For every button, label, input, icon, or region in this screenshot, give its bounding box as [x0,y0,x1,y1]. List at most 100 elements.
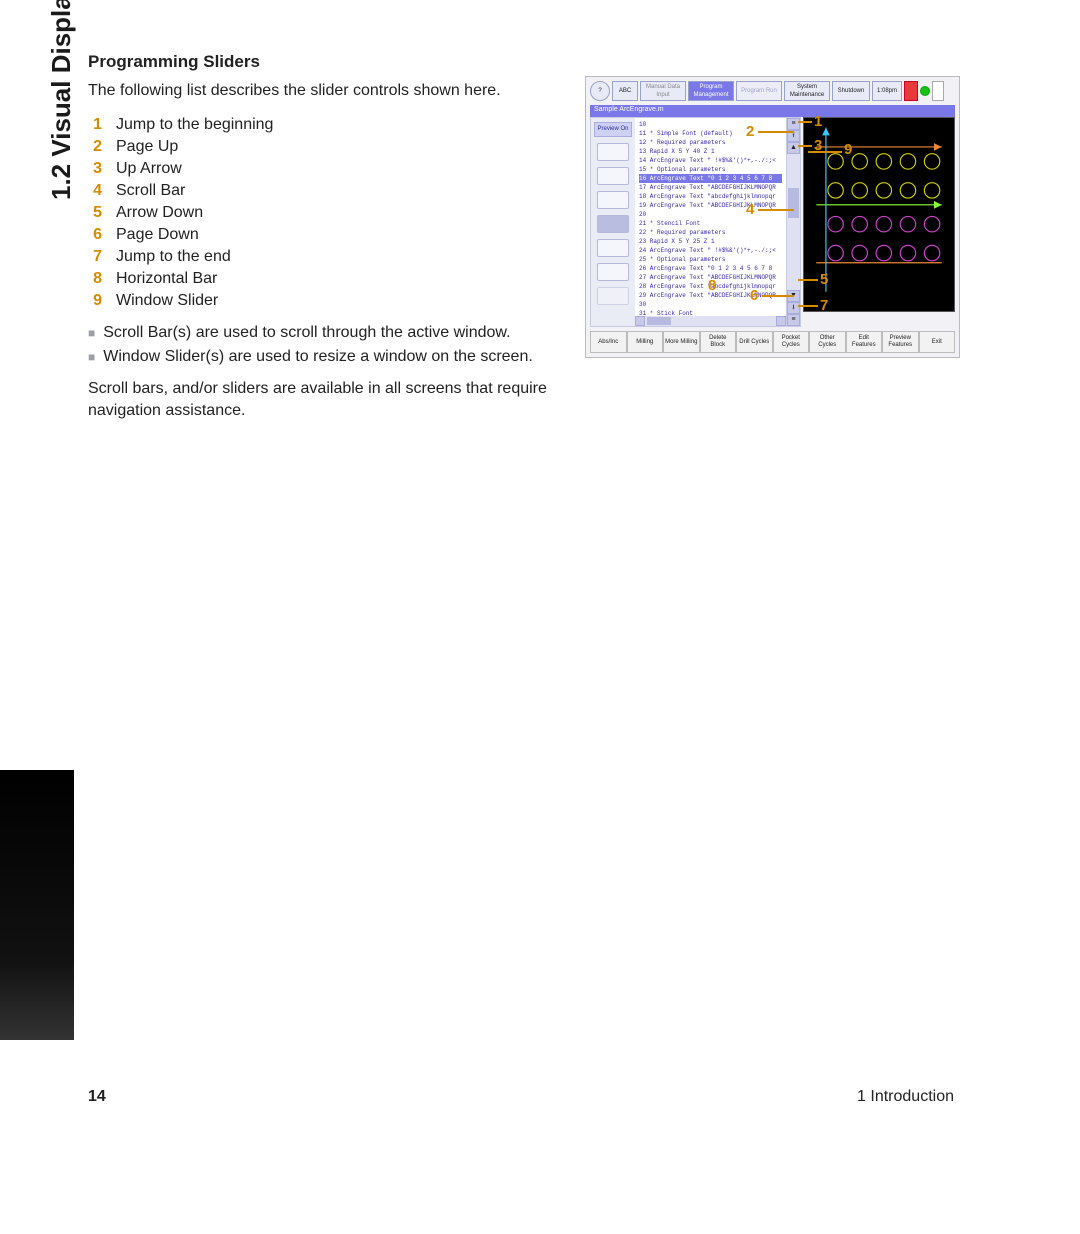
callout-7: 7 [820,297,828,314]
list-item: 9 Window Slider [88,290,568,312]
code-line: 13 Rapid X 5 Y 40 Z 1 [639,147,782,156]
code-line: 25 * Optional parameters [639,255,782,264]
bullet-text: Scroll Bar(s) are used to scroll through… [103,322,510,344]
tab-program-run[interactable]: Program Run [736,81,782,101]
callout-line [798,305,818,307]
code-line: 14 ArcEngrave Text " !#$%&'()*+,-./:;< [639,156,782,165]
vscroll-up-arrow[interactable]: ▲ [787,142,800,154]
softkey-abs-inc[interactable]: Abs/Inc [590,331,627,353]
callout-6: 6 [750,287,758,304]
list-number: 7 [88,246,102,268]
vscroll-jump-top[interactable]: ≡ [787,118,800,130]
code-line: 17 ArcEngrave Text "ABCDEFGHIJKLMNOPQR [639,183,782,192]
softkey-edit-features[interactable]: Edit Features [846,331,883,353]
callout-line [758,209,794,211]
list-number: 4 [88,180,102,202]
softkey-exit[interactable]: Exit [919,331,956,353]
chapter-label: 1 Introduction [857,1088,954,1106]
hscroll-left-button[interactable] [635,316,645,326]
vscroll-jump-bottom[interactable]: ≡ [787,314,800,326]
callout-5: 5 [820,271,828,288]
list-number: 1 [88,114,102,136]
closing-paragraph: Scroll bars, and/or sliders are availabl… [88,378,568,422]
square-bullet-icon: ■ [88,346,95,368]
status-lock-icon [932,81,944,101]
tab-shutdown[interactable]: Shutdown [832,81,870,101]
list-text: Window Slider [116,290,218,312]
code-line: 23 Rapid X 5 Y 25 Z 1 [639,237,782,246]
code-line: 20 [639,210,782,219]
vscroll-thumb[interactable] [788,188,799,218]
callout-line [798,121,812,123]
tab-program-management[interactable]: Program Management [688,81,734,101]
list-number: 5 [88,202,102,224]
vscroll-page-down[interactable]: ⭳ [787,302,800,314]
code-line: 18 ArcEngrave Text "abcdefghijklmnopqr [639,192,782,201]
callout-line [762,295,794,297]
list-item: 5 Arrow Down [88,202,568,224]
callout-line [808,151,842,153]
view-icon-6[interactable] [597,263,629,281]
bullet-list: ■ Scroll Bar(s) are used to scroll throug… [88,322,568,368]
help-icon[interactable]: ? [590,81,610,101]
list-number: 9 [88,290,102,312]
tab-manual-data-input[interactable]: Manual Data Input [640,81,686,101]
hscroll-thumb[interactable] [647,317,671,325]
page: 1.2 Visual Display Unit Programming Slid… [0,0,1080,1234]
code-line: 21 * Stencil Font [639,219,782,228]
code-line: 26 ArcEngrave Text "0 1 2 3 4 5 6 7 8 [639,264,782,273]
list-number: 8 [88,268,102,290]
callout-9: 9 [844,141,852,158]
code-line: 30 [639,300,782,309]
view-icon-4[interactable] [597,215,629,233]
list-number: 3 [88,158,102,180]
code-line: 15 * Optional parameters [639,165,782,174]
code-line: 22 * Required parameters [639,228,782,237]
list-text: Page Down [116,224,199,246]
list-item: 7 Jump to the end [88,246,568,268]
bullet-item: ■Window Slider(s) are used to resize a w… [88,346,568,368]
intro-paragraph: The following list describes the slider … [88,80,568,102]
list-text: Page Up [116,136,178,158]
callout-line [798,145,812,147]
callout-2: 2 [746,123,754,140]
callout-line [798,279,818,281]
content-column: Programming Sliders The following list d… [88,52,568,422]
horizontal-scrollbar[interactable] [635,316,786,326]
square-bullet-icon: ■ [88,322,95,344]
list-text: Arrow Down [116,202,203,224]
list-item: 4 Scroll Bar [88,180,568,202]
code-line-highlighted: 16 ArcEngrave Text "0 1 2 3 4 5 6 7 8 [639,174,782,183]
view-icon-7[interactable] [597,287,629,305]
softkey-preview-features[interactable]: Preview Features [882,331,919,353]
tab-system-maintenance[interactable]: System Maintenance [784,81,830,101]
list-item: 2Page Up [88,136,568,158]
softkey-drill-cycles[interactable]: Drill Cycles [736,331,773,353]
code-line: 24 ArcEngrave Text " !#$%&'()*+,-./:;< [639,246,782,255]
bullet-item: ■ Scroll Bar(s) are used to scroll throug… [88,322,568,344]
view-icon-5[interactable] [597,239,629,257]
list-text: Horizontal Bar [116,268,217,290]
callout-8: 8 [708,277,716,294]
softkey-other-cycles[interactable]: Other Cycles [809,331,846,353]
status-green-icon [920,86,930,96]
view-icon-1[interactable] [597,143,629,161]
view-icon-2[interactable] [597,167,629,185]
list-text: Jump to the end [116,246,231,268]
callout-4: 4 [746,201,754,218]
hscroll-right-button[interactable] [776,316,786,326]
preview-on-button[interactable]: Preview On [594,122,632,137]
page-number: 14 [88,1088,106,1106]
softkey-more-milling[interactable]: More Milling [663,331,700,353]
list-item: 8 Horizontal Bar [88,268,568,290]
softkey-delete-block[interactable]: Delete Block [700,331,737,353]
file-title-bar: Sample ArcEngrave.m [590,105,955,117]
softkey-milling[interactable]: Milling [627,331,664,353]
callout-1: 1 [814,113,822,130]
tab-abc[interactable]: ABC [612,81,638,101]
softkey-pocket-cycles[interactable]: Pocket Cycles [773,331,810,353]
list-text: Scroll Bar [116,180,185,202]
view-icon-3[interactable] [597,191,629,209]
heading-programming-sliders: Programming Sliders [88,52,568,72]
section-side-label: 1.2 Visual Display Unit [46,0,77,200]
